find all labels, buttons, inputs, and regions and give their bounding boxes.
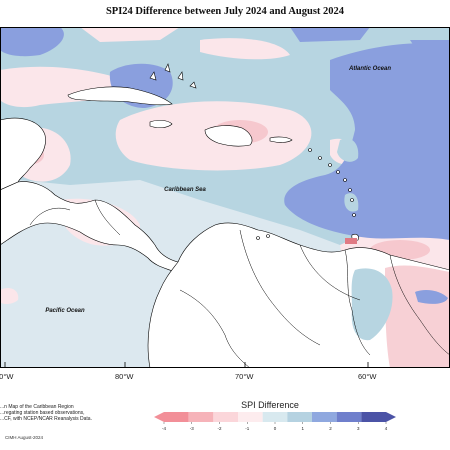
legend-title: SPI Difference bbox=[241, 400, 299, 410]
land-spi bbox=[0, 265, 450, 368]
lon-tick-90w: 90°W bbox=[0, 372, 14, 381]
trinidad-highlight bbox=[345, 238, 357, 244]
legend-swatch bbox=[188, 412, 214, 422]
legend-swatch bbox=[262, 412, 288, 422]
legend-swatch bbox=[238, 412, 263, 422]
country-borders bbox=[29, 199, 450, 368]
spi-map: Atlantic Ocean Caribbean Sea Pacific Oce… bbox=[0, 27, 450, 368]
copyright: CIMH August-2024 bbox=[5, 435, 44, 440]
wet-light-overlay bbox=[337, 138, 359, 212]
lon-tick-80w: 80°W bbox=[115, 372, 134, 381]
legend-tick-label: -4 bbox=[162, 426, 166, 431]
legend-swatch bbox=[361, 412, 396, 422]
note-line: ...regating station based observations, bbox=[0, 410, 85, 416]
map-title: SPI24 Difference between July 2024 and A… bbox=[105, 6, 345, 17]
legend-tick-label: 0 bbox=[274, 426, 277, 431]
legend-tick-label: 2 bbox=[329, 426, 332, 431]
note-line: ...CF, with NCEP/NCAR Reanalysis Data. bbox=[0, 416, 92, 422]
legend-swatch bbox=[154, 412, 189, 422]
legend-swatch bbox=[336, 412, 362, 422]
legend-tick-label: -2 bbox=[217, 426, 221, 431]
legend-colorbar: -4 -3 -2 -1 0 1 2 3 4 bbox=[154, 412, 396, 431]
legend-tick-label: -3 bbox=[190, 426, 194, 431]
islands bbox=[67, 63, 359, 241]
label-pacific-ocean: Pacific Ocean bbox=[45, 308, 85, 314]
legend-tick-label: -1 bbox=[245, 426, 249, 431]
lon-tick-60w: 60°W bbox=[358, 372, 377, 381]
longitude-tick-marks bbox=[4, 362, 369, 368]
legend-swatch bbox=[213, 412, 238, 422]
label-caribbean-sea: Caribbean Sea bbox=[164, 187, 206, 193]
map-notes: ...n Map of the Caribbean Region ...rega… bbox=[0, 404, 110, 422]
lon-tick-70w: 70°W bbox=[235, 372, 254, 381]
legend-tick-label: 4 bbox=[385, 426, 388, 431]
legend-tick-label: 3 bbox=[357, 426, 360, 431]
label-atlantic-ocean: Atlantic Ocean bbox=[348, 66, 391, 72]
legend-tick-label: 1 bbox=[301, 426, 304, 431]
note-line: ...n Map of the Caribbean Region bbox=[0, 404, 74, 410]
legend-swatch bbox=[287, 412, 312, 422]
wet-strong-zones bbox=[0, 27, 450, 240]
legend-swatch bbox=[312, 412, 337, 422]
